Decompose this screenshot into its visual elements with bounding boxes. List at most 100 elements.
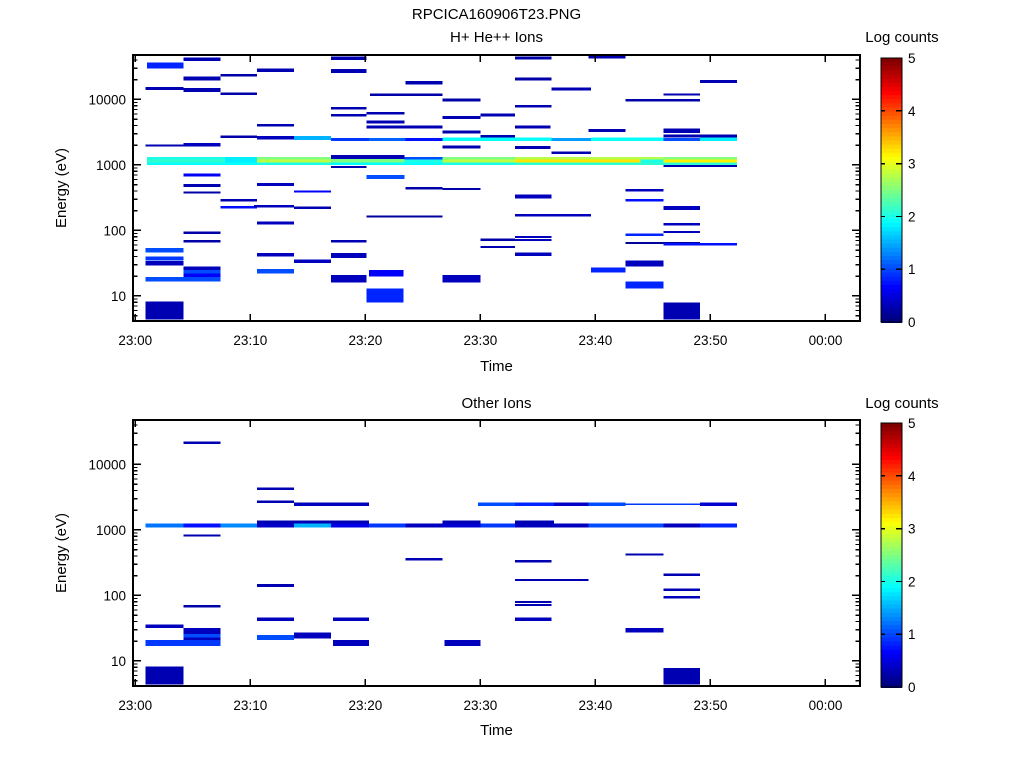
heatmap-segment — [640, 159, 664, 163]
colorbar-gradient — [881, 194, 902, 200]
heatmap-segment — [663, 588, 701, 592]
colorbar-gradient — [881, 177, 902, 183]
heatmap-segment — [368, 269, 404, 277]
colorbar-gradient — [881, 451, 902, 457]
colorbar-gradient — [881, 86, 902, 92]
heatmap-segment — [257, 500, 295, 503]
colorbar-gradient — [881, 427, 902, 433]
heatmap-segment — [700, 137, 737, 141]
colorbar-gradient — [881, 260, 902, 266]
colorbar-gradient — [881, 148, 902, 154]
heatmap-segment — [663, 223, 701, 226]
colorbar-gradient — [881, 313, 902, 319]
heatmap-segment — [183, 441, 221, 445]
colorbar-gradient — [881, 621, 902, 627]
heatmap-segment — [625, 503, 701, 506]
colorbar-gradient — [881, 297, 902, 303]
heatmap-segment — [480, 245, 515, 249]
heatmap-segment — [330, 56, 367, 61]
heatmap-segment — [442, 156, 515, 160]
colorbar-gradient — [881, 276, 902, 282]
colorbar-gradient — [881, 62, 902, 68]
colorbar-gradient — [881, 198, 902, 204]
colorbar-gradient — [881, 637, 902, 643]
heatmap-segment — [442, 137, 552, 141]
colorbar-gradient — [881, 82, 902, 88]
heatmap-segment — [330, 114, 367, 117]
heatmap-segment — [514, 520, 555, 524]
colorbar-gradient — [881, 530, 902, 536]
heatmap-segment — [442, 130, 481, 134]
colorbar-gradient — [881, 165, 902, 171]
colorbar-gradient — [881, 472, 902, 478]
colorbar-gradient — [881, 128, 902, 134]
y-tick-label: 10 — [111, 654, 126, 669]
colorbar-gradient — [881, 305, 902, 311]
colorbar-gradient — [881, 439, 902, 445]
heatmap-segment — [625, 627, 664, 633]
heatmap-segment — [183, 57, 221, 61]
heatmap-segment — [145, 144, 184, 147]
colorbar-gradient — [881, 111, 902, 117]
heatmap-segment — [146, 62, 184, 69]
x-tick-label: 23:10 — [233, 698, 267, 713]
heatmap-segment — [333, 639, 369, 646]
heatmap-segment — [183, 266, 221, 270]
heatmap-segment — [183, 633, 221, 638]
colorbar-gradient — [881, 526, 902, 532]
colorbar-gradient — [881, 78, 902, 84]
heatmap-segment — [514, 162, 737, 165]
heatmap-segment — [368, 523, 406, 528]
x-tick-label: 23:00 — [118, 698, 152, 713]
heatmap-segment — [442, 159, 515, 163]
heatmap-segment — [480, 523, 515, 528]
heatmap-segment — [257, 487, 295, 491]
colorbar-gradient — [881, 542, 902, 548]
colorbar-1-label: Log counts — [865, 29, 939, 46]
colorbar-gradient — [881, 645, 902, 651]
colorbar-gradient — [881, 522, 902, 528]
heatmap-segment — [514, 559, 552, 563]
colorbar-gradient — [881, 616, 902, 622]
colorbar-gradient — [881, 95, 902, 101]
heatmap-segment — [330, 523, 369, 528]
colorbar-gradient — [881, 161, 902, 167]
heatmap-segment — [404, 156, 443, 160]
panel-1-title: H+ He++ Ions — [450, 29, 543, 46]
colorbar-gradient — [881, 592, 902, 598]
heatmap-segment — [294, 206, 331, 210]
heatmap-segment — [700, 79, 737, 83]
colorbar-2-label: Log counts — [865, 395, 939, 412]
colorbar-gradient — [881, 272, 902, 278]
heatmap-segment — [514, 578, 589, 581]
heatmap-segment — [514, 145, 551, 150]
heatmap-segment — [442, 115, 481, 120]
colorbar-gradient — [881, 140, 902, 146]
heatmap-segment — [625, 199, 664, 202]
x-tick-label: 23:50 — [694, 333, 728, 348]
colorbar-tick-label: 1 — [908, 262, 916, 277]
heatmap-segment — [663, 159, 737, 163]
heatmap-segment — [145, 301, 184, 320]
heatmap-segment — [330, 253, 367, 259]
heatmap-segment — [514, 252, 552, 256]
colorbar-gradient — [881, 231, 902, 237]
heatmap-segment — [663, 243, 737, 246]
heatmap-segment — [294, 190, 331, 193]
colorbar-gradient — [881, 280, 902, 286]
heatmap-segment — [145, 523, 184, 528]
colorbar-gradient — [881, 501, 902, 507]
heatmap-segment — [442, 274, 481, 283]
panel-frame — [132, 419, 861, 687]
heatmap-segment — [257, 136, 295, 140]
panel-2-ylabel: Energy (eV) — [53, 512, 70, 594]
heatmap-segment — [220, 135, 258, 138]
colorbar-tick-label: 5 — [908, 416, 916, 431]
heatmap-segment — [183, 273, 221, 277]
heatmap-segment — [442, 523, 481, 528]
colorbar-gradient — [881, 136, 902, 142]
heatmap-segment — [514, 214, 591, 217]
colorbar-gradient — [881, 682, 902, 688]
x-tick-label: 23:40 — [579, 698, 613, 713]
